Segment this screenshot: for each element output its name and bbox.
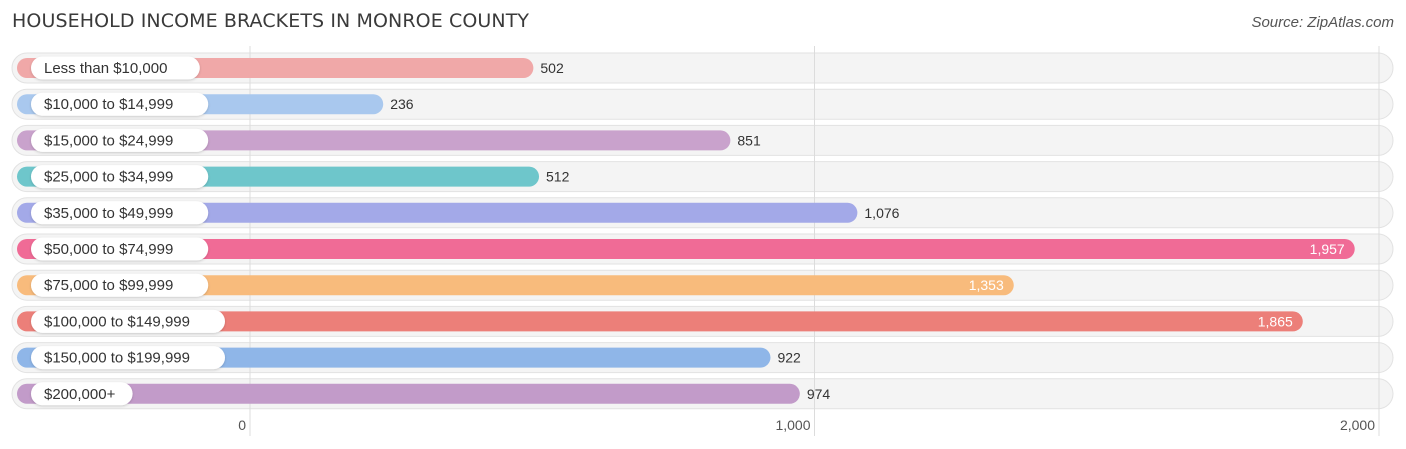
value-label: 851: [737, 132, 761, 148]
category-label: $200,000+: [44, 386, 116, 403]
bar: [17, 202, 858, 223]
category-pill: [31, 92, 209, 116]
category-label: $100,000 to $149,999: [44, 313, 190, 330]
x-tick-label: 1,000: [775, 417, 810, 433]
category-label: $35,000 to $49,999: [44, 205, 173, 222]
bar: [17, 383, 800, 404]
category-label: $75,000 to $99,999: [44, 277, 173, 294]
value-label: 922: [777, 350, 801, 366]
value-label: 236: [390, 96, 414, 112]
x-tick-label: 2,000: [1340, 417, 1375, 433]
bar: [17, 311, 1303, 332]
category-pill: [31, 128, 209, 152]
value-label: 502: [540, 60, 564, 76]
chart-source: Source: ZipAtlas.com: [1251, 14, 1394, 31]
category-label: $15,000 to $24,999: [44, 132, 173, 149]
category-pill: [31, 201, 209, 225]
category-label: $50,000 to $74,999: [44, 241, 173, 258]
value-label: 1,076: [864, 205, 899, 221]
category-pill: [31, 56, 200, 80]
category-pill: [31, 165, 209, 189]
category-label: $25,000 to $34,999: [44, 169, 173, 186]
value-label: 1,957: [1310, 241, 1345, 257]
category-pill: [31, 237, 209, 261]
bar: [17, 275, 1014, 296]
chart-title: HOUSEHOLD INCOME BRACKETS IN MONROE COUN…: [12, 10, 530, 32]
category-pill: [31, 309, 225, 333]
category-label: $150,000 to $199,999: [44, 350, 190, 367]
value-label: 1,865: [1258, 313, 1293, 329]
category-pill: [31, 346, 225, 370]
category-pill: [31, 273, 209, 297]
bars: Less than $10,000 502 $10,000 to $14,999 23…: [17, 56, 1355, 406]
value-label: 1,353: [969, 277, 1004, 293]
value-label: 512: [546, 169, 570, 185]
category-label: Less than $10,000: [44, 60, 167, 77]
category-pill: [31, 382, 133, 406]
value-label: 974: [807, 386, 831, 402]
bar: [17, 239, 1355, 259]
category-label: $10,000 to $14,999: [44, 96, 173, 113]
x-tick-label: 0: [238, 417, 246, 433]
